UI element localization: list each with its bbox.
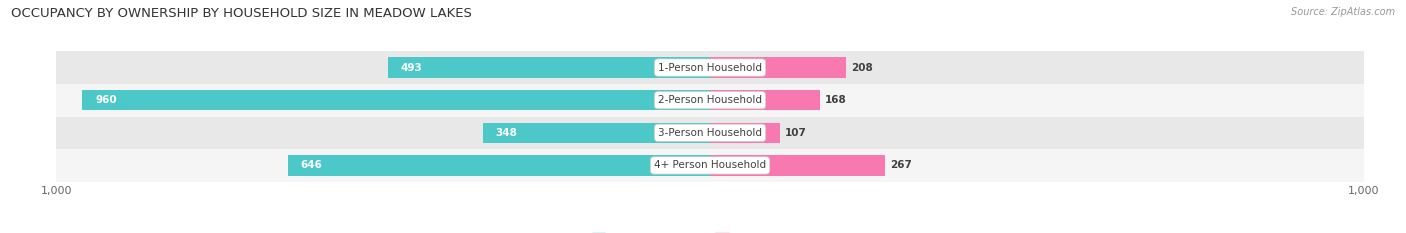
Text: 1-Person Household: 1-Person Household bbox=[658, 63, 762, 72]
Text: 3-Person Household: 3-Person Household bbox=[658, 128, 762, 138]
Text: 107: 107 bbox=[785, 128, 807, 138]
Bar bbox=[56, 84, 1364, 116]
Text: 208: 208 bbox=[851, 63, 873, 72]
Bar bbox=[710, 90, 820, 110]
Text: OCCUPANCY BY OWNERSHIP BY HOUSEHOLD SIZE IN MEADOW LAKES: OCCUPANCY BY OWNERSHIP BY HOUSEHOLD SIZE… bbox=[11, 7, 472, 20]
Text: Source: ZipAtlas.com: Source: ZipAtlas.com bbox=[1291, 7, 1395, 17]
Bar bbox=[482, 123, 710, 143]
Text: 348: 348 bbox=[495, 128, 517, 138]
Bar bbox=[83, 90, 710, 110]
Text: 267: 267 bbox=[890, 161, 911, 170]
Text: 493: 493 bbox=[401, 63, 423, 72]
Bar bbox=[710, 155, 884, 175]
Text: 4+ Person Household: 4+ Person Household bbox=[654, 161, 766, 170]
Bar bbox=[388, 58, 710, 78]
Text: 168: 168 bbox=[825, 95, 846, 105]
Text: 646: 646 bbox=[301, 161, 322, 170]
Text: 2-Person Household: 2-Person Household bbox=[658, 95, 762, 105]
Text: 960: 960 bbox=[96, 95, 117, 105]
Bar bbox=[56, 149, 1364, 182]
Bar bbox=[710, 58, 846, 78]
Bar bbox=[710, 123, 780, 143]
Bar bbox=[56, 51, 1364, 84]
Bar bbox=[56, 116, 1364, 149]
Legend: Owner-occupied, Renter-occupied: Owner-occupied, Renter-occupied bbox=[588, 229, 832, 233]
Bar bbox=[288, 155, 710, 175]
